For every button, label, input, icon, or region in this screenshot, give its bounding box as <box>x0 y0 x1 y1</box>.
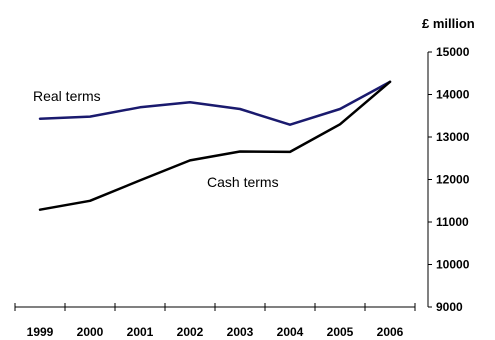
x-tick-label: 2002 <box>177 325 204 339</box>
x-tick-label: 2003 <box>227 325 254 339</box>
y-tick-label: 15000 <box>436 45 470 59</box>
x-tick-label: 2005 <box>327 325 354 339</box>
series-lines <box>38 80 392 211</box>
series-line-real-terms <box>38 80 392 126</box>
x-tick-label: 2006 <box>377 325 404 339</box>
y-unit-label: £ million <box>422 16 475 31</box>
y-tick-label: 9000 <box>436 300 463 314</box>
y-tick-label: 11000 <box>436 215 469 229</box>
axes: 1999 2000 2001 2002 2003 2004 2005 2006 9000 1000… <box>14 45 470 339</box>
series-label-real-terms: Real terms <box>33 88 101 104</box>
x-tick-label: 2001 <box>127 325 154 339</box>
y-tick-label: 10000 <box>436 258 470 272</box>
series-label-cash-terms: Cash terms <box>207 174 279 190</box>
y-tick-label: 12000 <box>436 173 470 187</box>
y-tick-label: 13000 <box>436 130 470 144</box>
y-tick-label: 14000 <box>436 88 470 102</box>
series-line-cash-terms <box>38 80 392 211</box>
x-tick-label: 2004 <box>277 325 304 339</box>
x-tick-label: 1999 <box>27 325 54 339</box>
labels: £ million Real terms Cash terms <box>33 16 475 190</box>
x-tick-label: 2000 <box>77 325 104 339</box>
